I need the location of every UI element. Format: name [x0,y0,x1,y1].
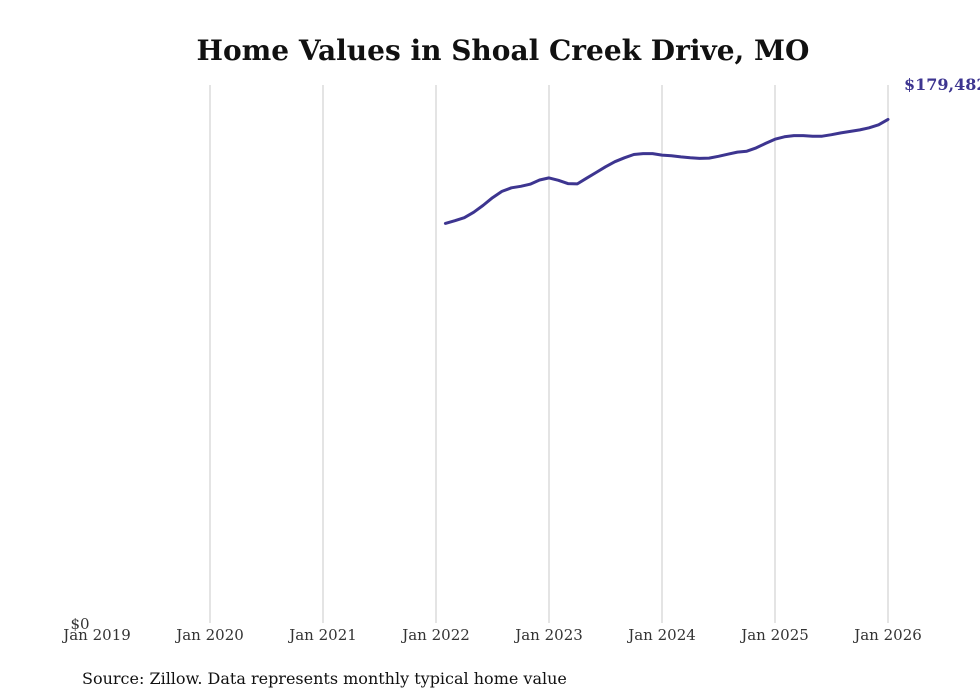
x-axis-ticks: Jan 2019 Jan 2020 Jan 2021 Jan 2022 Jan 2023… [61,626,922,644]
y-axis-zero-label: $0 [70,615,89,633]
x-tick-jan-2022: Jan 2022 [400,626,470,644]
x-tick-jan-2020: Jan 2020 [174,626,244,644]
end-value-label: $179,482 [904,75,980,94]
x-tick-jan-2024: Jan 2024 [626,626,696,644]
x-tick-jan-2019: Jan 2019 [61,626,131,644]
x-tick-jan-2026: Jan 2026 [852,626,922,644]
series-line-home-value [443,117,890,225]
gridlines [209,85,889,623]
x-tick-jan-2021: Jan 2021 [287,626,357,644]
x-tick-jan-2023: Jan 2023 [513,626,583,644]
x-tick-jan-2025: Jan 2025 [739,626,809,644]
source-note: Source: Zillow. Data represents monthly … [82,669,567,688]
chart-title: Home Values in Shoal Creek Drive, MO [197,34,810,67]
